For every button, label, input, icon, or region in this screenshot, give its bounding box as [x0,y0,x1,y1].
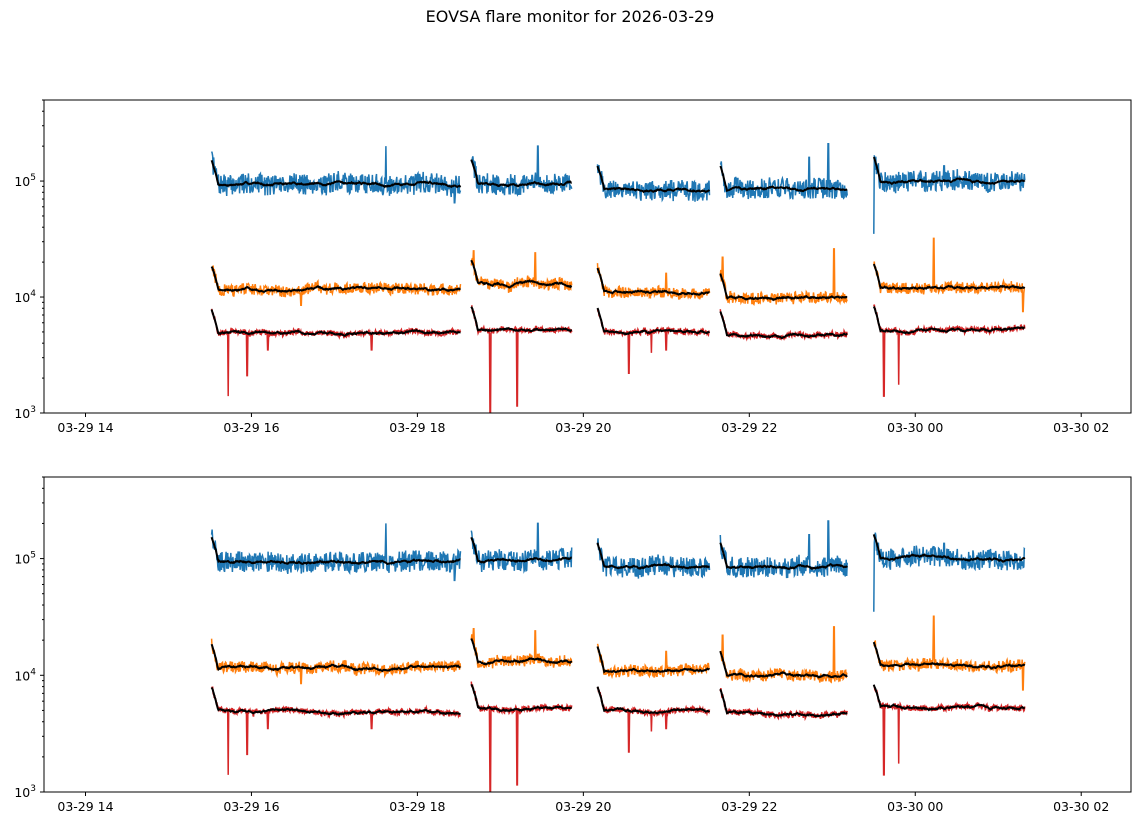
high-band-smoothed-trace [210,536,461,566]
high-band-trace [210,523,462,582]
low-band-smoothed-trace [596,686,711,715]
x-tick-label: 03-29 14 [57,799,113,814]
low-band-smoothed-trace [470,683,572,713]
y-tick-label: 103 [14,405,36,421]
mid-band-smoothed-trace [210,266,461,294]
high-band-trace [873,532,1026,612]
y-tick-label: 105 [14,173,36,189]
low-band-trace [210,686,461,775]
plot-area [210,520,1026,792]
low-band-trace [210,308,462,397]
bottom-panel: 03-29 14 03-29 16 03-29 18 03-29 20 03-29 22… [14,476,1132,814]
mid-band-smoothed-trace [596,267,710,296]
x-tick-label: 03-29 18 [389,799,445,814]
x-tick-label: 03-29 20 [555,799,611,814]
low-band-smoothed-trace [719,688,848,718]
x-tick-label: 03-29 20 [555,420,611,435]
low-band-smoothed-trace [210,686,461,716]
low-band-smoothed-trace [210,309,461,337]
mid-band-smoothed-trace [872,263,1026,291]
figure-title: EOVSA flare monitor for 2026-03-29 [426,7,715,26]
low-band-smoothed-trace [872,684,1025,712]
low-band-trace [596,686,711,753]
mid-band-smoothed-trace [719,273,848,302]
mid-band-smoothed-trace [872,641,1026,670]
mid-band-smoothed-trace [470,259,573,289]
x-tick-label: 03-30 00 [887,420,943,435]
high-band-trace [210,146,462,204]
y-tick-label: 103 [14,784,36,800]
mid-band-trace [470,250,573,293]
x-tick-label: 03-30 00 [887,799,943,814]
high-band-trace [470,522,573,574]
mid-band-trace [596,643,710,680]
mid-band-trace [719,248,848,306]
x-tick-label: 03-30 02 [1053,799,1109,814]
high-band-trace [719,142,848,200]
low-band-trace [596,309,710,375]
axes-frame [43,99,1132,414]
low-band-smoothed-trace [872,306,1025,335]
low-band-smoothed-trace [596,307,711,336]
y-tick-label: 104 [14,289,36,305]
high-band-trace [596,538,711,579]
low-band-trace [873,304,1026,397]
low-band-trace [471,304,573,413]
low-band-trace [873,685,1026,776]
mid-band-smoothed-trace [596,646,711,674]
high-band-smoothed-trace [470,159,572,188]
high-band-smoothed-trace [596,542,710,571]
x-tick-label: 03-29 16 [223,420,279,435]
high-band-smoothed-trace [470,536,572,564]
low-band-smoothed-trace [719,311,848,340]
axes-frame [43,476,1132,793]
y-tick-label: 105 [14,551,36,567]
high-band-trace [873,155,1026,234]
high-band-smoothed-trace [596,165,711,194]
mid-band-trace [873,615,1026,691]
high-band-smoothed-trace [210,159,462,189]
high-band-smoothed-trace [872,534,1026,563]
x-tick-label: 03-29 18 [389,420,445,435]
mid-band-trace [596,263,711,300]
mid-band-trace [210,638,462,685]
mid-band-trace [873,237,1026,313]
high-band-smoothed-trace [719,165,848,193]
low-band-smoothed-trace [470,306,573,333]
x-tick-label: 03-29 14 [57,420,113,435]
high-band-trace [470,145,573,197]
high-band-trace [719,520,848,579]
high-band-smoothed-trace [872,156,1026,186]
x-tick-label: 03-29 22 [721,420,777,435]
mid-band-trace [211,265,462,306]
low-band-trace [470,681,573,792]
y-tick-label: 104 [14,667,36,683]
x-tick-label: 03-29 22 [721,799,777,814]
mid-band-smoothed-trace [470,638,573,666]
mid-band-smoothed-trace [210,643,461,673]
x-tick-label: 03-30 02 [1053,420,1109,435]
high-band-smoothed-trace [719,542,848,571]
plot-area [210,142,1026,413]
mid-band-smoothed-trace [719,650,848,679]
top-panel: 03-29 14 03-29 16 03-29 18 03-29 20 03-29 22… [14,99,1132,435]
high-band-trace [596,164,711,203]
x-tick-label: 03-29 16 [223,799,279,814]
